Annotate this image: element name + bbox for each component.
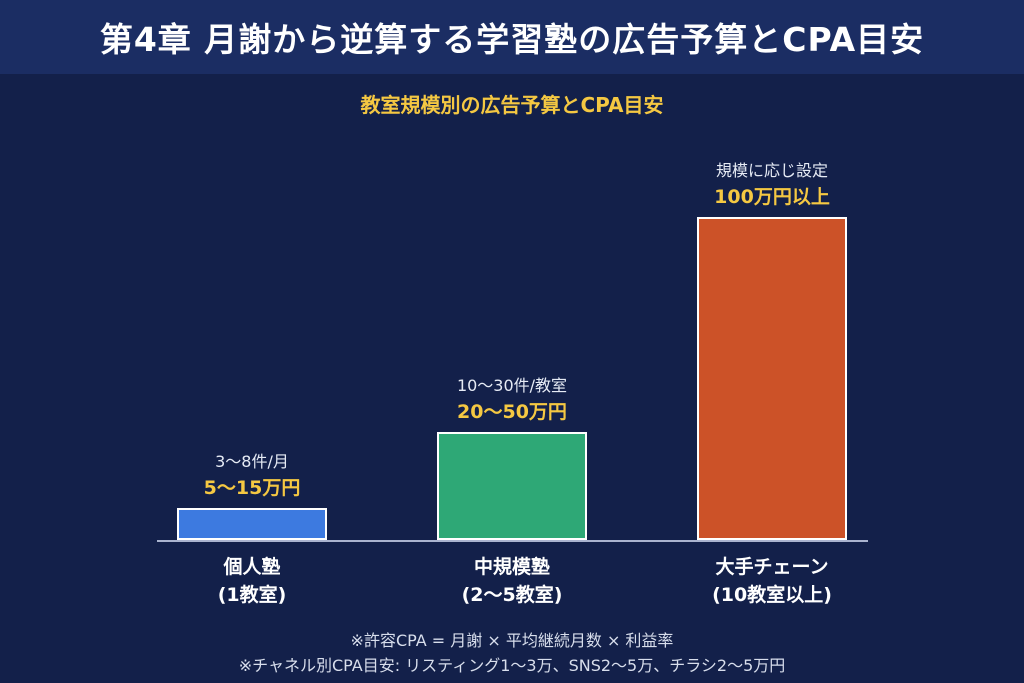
- bar-chain: [697, 217, 847, 540]
- category-name: 中規模塾: [473, 556, 550, 578]
- bar-mid-size: [437, 432, 587, 540]
- bar-individual: [177, 508, 327, 540]
- header-bar: 第4章 月謝から逆算する学習塾の広告予算とCPA目安: [0, 0, 1024, 74]
- category-detail: (1教室): [217, 584, 287, 606]
- note-individual: 3〜8件/月: [215, 452, 289, 471]
- footnote-channel-cpa: ※チャネル別CPA目安: リスティング1〜3万、SNS2〜5万、チラシ2〜5万円: [238, 656, 786, 675]
- page-title: 第4章 月謝から逆算する学習塾の広告予算とCPA目安: [99, 20, 925, 59]
- category-detail: (10教室以上): [712, 584, 832, 606]
- category-detail: (2〜5教室): [461, 584, 563, 606]
- category-name: 大手チェーン: [715, 556, 829, 578]
- value-label-chain: 100万円以上: [714, 186, 830, 208]
- value-label-mid-size: 20〜50万円: [457, 401, 567, 423]
- category-label-mid-size: 中規模塾 (2〜5教室): [402, 553, 622, 609]
- category-name: 個人塾: [223, 556, 281, 578]
- footnote-cpa-formula: ※許容CPA = 月謝 × 平均継続月数 × 利益率: [350, 631, 674, 650]
- value-label-individual: 5〜15万円: [203, 477, 301, 499]
- category-label-individual: 個人塾 (1教室): [142, 553, 362, 609]
- category-label-chain: 大手チェーン (10教室以上): [662, 553, 882, 609]
- chart-title: 教室規模別の広告予算とCPA目安: [360, 93, 664, 117]
- note-chain: 規模に応じ設定: [715, 161, 828, 180]
- note-mid-size: 10〜30件/教室: [456, 376, 568, 395]
- x-axis-line: [157, 540, 868, 542]
